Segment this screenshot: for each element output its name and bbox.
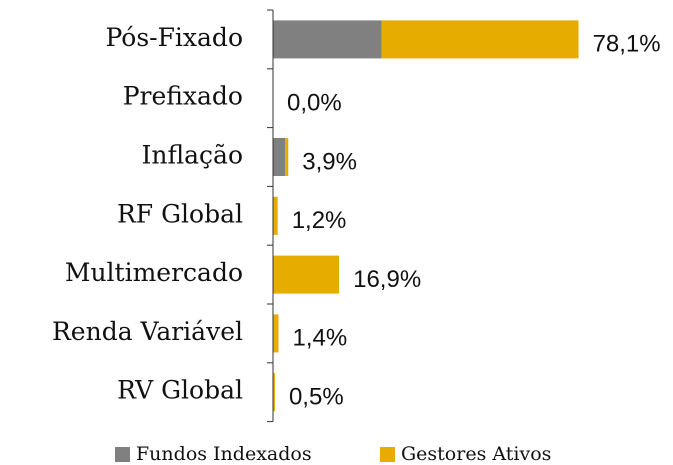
total-label: 0,0% bbox=[287, 90, 342, 117]
bar-segment bbox=[273, 138, 286, 176]
bar-segment bbox=[273, 255, 340, 294]
bar-segment bbox=[273, 373, 275, 412]
category-label: RV Global bbox=[117, 376, 243, 405]
total-label: 1,4% bbox=[292, 325, 347, 352]
category-label: Multimercado bbox=[65, 258, 243, 287]
bar-segment bbox=[273, 196, 278, 235]
legend-swatch bbox=[115, 447, 130, 462]
total-label: 1,2% bbox=[292, 207, 347, 234]
category-label: Inflação bbox=[141, 141, 243, 170]
total-label: 16,9% bbox=[353, 266, 421, 293]
category-label: Renda Variável bbox=[52, 317, 243, 346]
legend-label: Gestores Ativos bbox=[401, 443, 551, 465]
legend-swatch bbox=[380, 447, 395, 462]
total-label: 3,9% bbox=[302, 148, 357, 175]
bar-segment bbox=[285, 138, 289, 176]
total-label: 0,5% bbox=[289, 384, 344, 411]
legend-label: Fundos Indexados bbox=[136, 443, 312, 465]
category-label: Prefixado bbox=[123, 82, 243, 111]
category-label: Pós-Fixado bbox=[105, 23, 243, 52]
bar-segment bbox=[273, 20, 382, 59]
category-label: RF Global bbox=[117, 199, 243, 228]
bar-segment bbox=[273, 314, 279, 353]
bar-segment bbox=[381, 20, 579, 59]
total-label: 78,1% bbox=[593, 31, 661, 58]
